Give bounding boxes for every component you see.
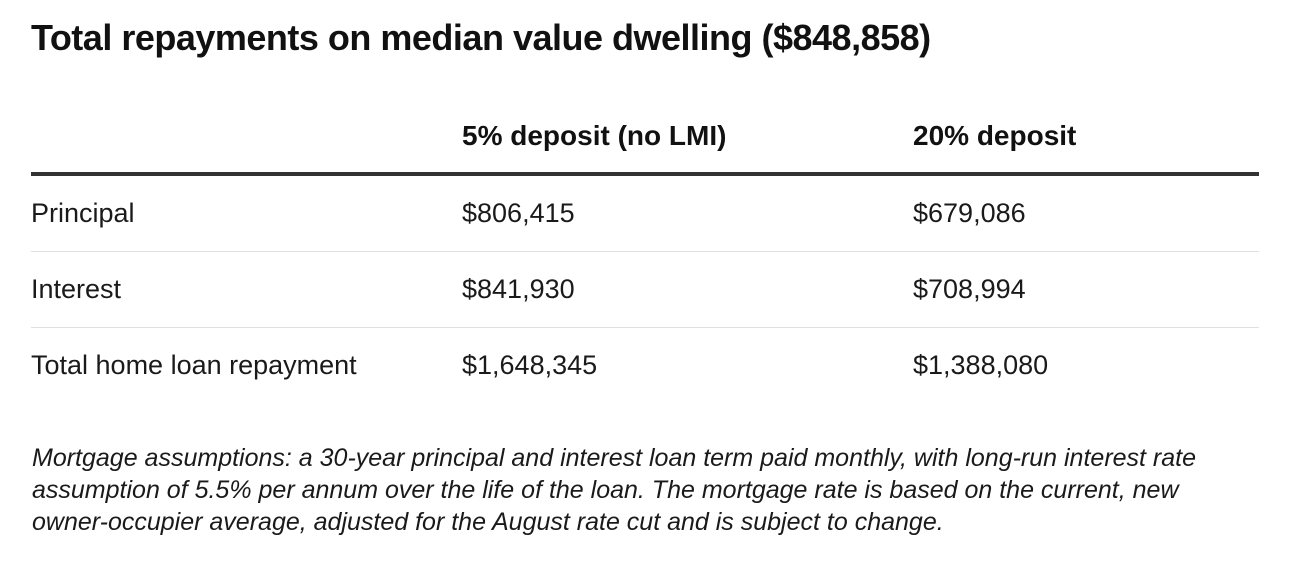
assumptions-note: Mortgage assumptions: a 30-year principa… (32, 444, 1197, 536)
table-header-row: 5% deposit (no LMI) 20% deposit (31, 100, 1259, 176)
row-label: Total home loan repayment (31, 350, 357, 380)
table-row-principal: Principal $806,415 $679,086 (31, 174, 1259, 252)
cell-value: $708,994 (913, 251, 1259, 328)
row-label: Principal (31, 174, 462, 252)
cell-value: $806,415 (462, 174, 913, 252)
column-header-20-percent-deposit: 20% deposit (913, 100, 1259, 176)
row-label: Interest (31, 251, 462, 328)
cell-value: $1,388,080 (913, 350, 1049, 380)
cell-value: $841,930 (462, 251, 913, 328)
cell-value: $679,086 (913, 174, 1259, 252)
table-row-total: Total home loan repayment $1,648,345 $1,… (31, 328, 1259, 404)
column-header-5-percent-deposit: 5% deposit (no LMI) (462, 100, 913, 176)
cell-value: $1,648,345 (462, 350, 598, 380)
table-title: Total repayments on median value dwellin… (31, 17, 931, 58)
column-header-label (31, 100, 462, 176)
table-row-interest: Interest $841,930 $708,994 (31, 251, 1259, 328)
repayments-table: 5% deposit (no LMI) 20% deposit Principa… (31, 100, 1259, 403)
